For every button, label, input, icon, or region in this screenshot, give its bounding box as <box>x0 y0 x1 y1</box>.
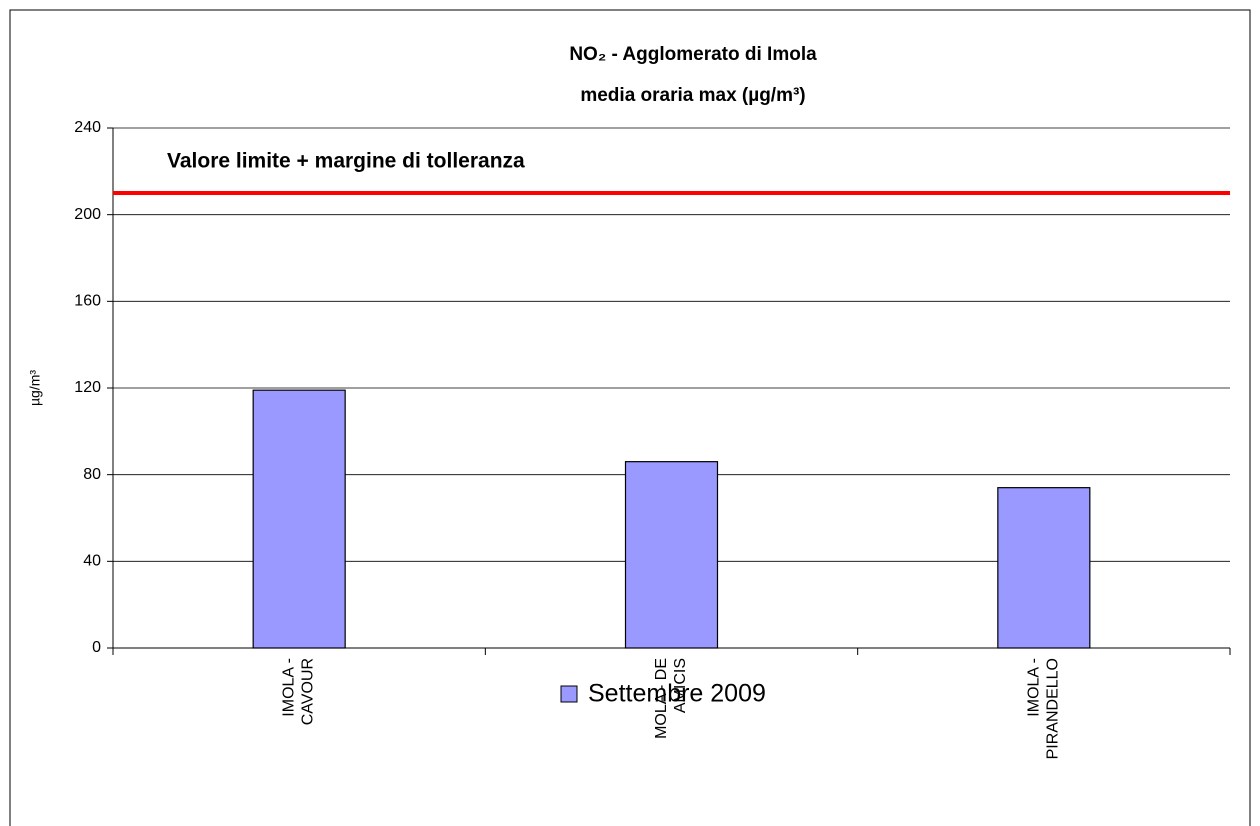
y-tick-label: 200 <box>74 206 101 223</box>
y-tick-label: 240 <box>74 119 101 136</box>
x-tick-label-line: AMICIS <box>672 658 689 713</box>
chart-frame <box>9 9 1251 826</box>
bar <box>997 487 1091 649</box>
chart-title: NO₂ - Agglomerato di Imola <box>569 44 817 65</box>
x-tick-label-line: IMOLA - <box>1026 658 1043 717</box>
chart-subtitle: media oraria max (µg/m³) <box>580 85 805 106</box>
bar <box>252 389 346 649</box>
x-tick-label: IMOLA - PIRANDELLO <box>1026 658 1062 759</box>
reference-label: Valore limite + margine di tolleranza <box>167 150 525 173</box>
legend-swatch <box>560 685 578 703</box>
x-tick-label: IMOLA - CAVOUR <box>281 658 317 725</box>
y-tick-label: 0 <box>92 639 101 656</box>
x-tick-label: MOLA - DE AMICIS <box>653 658 689 739</box>
y-axis-label: µg/m³ <box>27 370 43 406</box>
y-tick-label: 120 <box>74 379 101 396</box>
y-tick-label: 80 <box>83 466 101 483</box>
x-tick-label-line: MOLA - DE <box>653 658 670 739</box>
x-tick-label-line: PIRANDELLO <box>1045 658 1062 759</box>
x-tick-label-line: CAVOUR <box>300 658 317 725</box>
x-tick-label-line: IMOLA - <box>281 658 298 717</box>
legend-label: Settembre 2009 <box>588 680 766 708</box>
bar <box>624 461 719 649</box>
y-tick-label: 40 <box>83 553 101 570</box>
y-tick-label: 160 <box>74 293 101 310</box>
